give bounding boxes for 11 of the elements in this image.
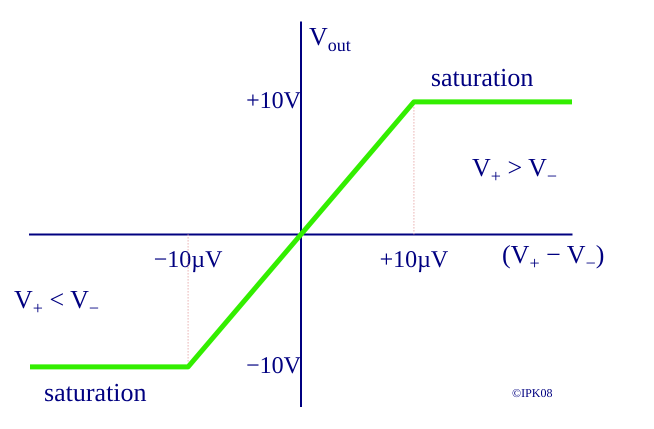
x-tick-label: −10µV xyxy=(154,247,224,274)
x-axis-title: (V$_{+}$ − V$_{−}$) xyxy=(502,240,604,274)
y-tick-label: −10V xyxy=(246,353,302,380)
x-tick-label: +10µV xyxy=(380,247,449,274)
annotation: saturation xyxy=(430,62,534,92)
annotation: ©IPK08 xyxy=(512,386,552,400)
y-axis-title: V$_{out}$ xyxy=(309,22,351,56)
y-tick-label: +10V xyxy=(246,88,302,114)
annotation: saturation xyxy=(44,378,147,408)
annotation: V$_{+}$ > V$_{−}$ xyxy=(472,152,558,186)
annotation: V$_{+}$ < V$_{−}$ xyxy=(14,285,100,319)
